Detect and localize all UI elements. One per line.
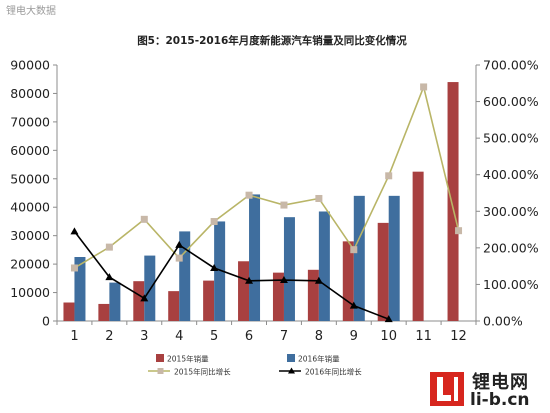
x-tick-label: 3	[140, 329, 148, 344]
point-2016-growth	[210, 263, 219, 271]
x-tick-label: 12	[450, 329, 467, 344]
bar-2016	[214, 221, 226, 321]
bar-2016	[109, 282, 121, 321]
brand-logo: 锂电网 li-b.cn	[430, 368, 548, 412]
legend-label: 2016年销量	[298, 354, 340, 364]
y-tick-label: 40000	[10, 200, 50, 215]
point-2015-growth	[140, 215, 148, 223]
bar-2015	[133, 281, 145, 321]
point-2015-growth	[455, 227, 463, 235]
bar-2016	[74, 257, 86, 321]
point-2016-growth	[384, 315, 393, 323]
legend-swatch	[156, 354, 164, 362]
point-2015-growth	[385, 172, 393, 180]
x-tick-label: 10	[380, 329, 397, 344]
point-2016-growth	[70, 227, 79, 235]
point-2015-growth	[315, 194, 323, 202]
point-2016-growth	[245, 276, 254, 284]
brand-logo-mark	[430, 372, 464, 406]
point-2015-growth	[175, 254, 183, 262]
series-line-2015-growth	[74, 84, 460, 269]
legend-swatch	[287, 354, 295, 362]
bar-2015	[272, 272, 284, 321]
legend-marker	[157, 368, 164, 374]
point-2015-growth	[210, 218, 218, 226]
bar-2015	[63, 302, 75, 321]
bar-2015	[412, 171, 424, 321]
point-2016-growth	[175, 240, 184, 248]
bar-2015	[203, 280, 215, 321]
y-tick-label: 70000	[10, 114, 50, 129]
point-2015-growth	[420, 83, 428, 91]
point-2015-growth	[105, 243, 113, 251]
x-tick-label: 5	[210, 329, 218, 344]
y-tick-label: 0	[42, 314, 50, 329]
bar-2015	[342, 241, 354, 321]
bar-2015	[168, 291, 180, 321]
x-tick-label: 7	[280, 329, 288, 344]
legend: 2015年销量 2016年销量 2015年同比增长 2016年同比增长	[148, 354, 362, 377]
series-line-2016-growth	[73, 230, 389, 320]
y-tick-label: 30000	[10, 228, 50, 243]
point-2015-growth	[350, 246, 358, 254]
bar-2015	[98, 303, 110, 321]
bar-2016	[144, 255, 156, 321]
legend-label: 2015年销量	[167, 354, 209, 364]
x-tick-label: 11	[415, 329, 432, 344]
point-2016-growth	[279, 276, 288, 284]
x-tick-label: 4	[175, 329, 183, 344]
bar-2015	[447, 82, 459, 321]
y2-tick-label: 300.00%	[483, 204, 539, 219]
y-tick-label: 90000	[10, 58, 50, 73]
point-2015-growth	[280, 201, 288, 209]
x-tick-label: 6	[245, 329, 253, 344]
x-tick-label: 1	[70, 329, 78, 344]
y-tick-label: 50000	[10, 171, 50, 186]
legend-label: 2016年同比增长	[305, 367, 362, 377]
point-2016-growth	[349, 301, 358, 309]
bar-2016	[353, 195, 365, 321]
brand-url: li-b.cn	[470, 390, 530, 410]
y2-tick-label: 200.00%	[483, 240, 539, 255]
y2-tick-label: 0.00%	[483, 314, 523, 329]
y2-tick-label: 500.00%	[483, 131, 539, 146]
bar-2016	[249, 194, 261, 321]
point-2015-growth	[245, 191, 253, 199]
chart-title: 图5：2015-2016年月度新能源汽车销量及同比变化情况	[137, 34, 407, 47]
bar-2015	[377, 222, 389, 321]
bar-2015	[238, 261, 250, 321]
brand-name: 锂电网	[472, 372, 529, 393]
point-2016-growth	[314, 276, 323, 284]
x-tick-label: 8	[315, 329, 323, 344]
y2-tick-label: 100.00%	[483, 277, 539, 292]
x-tick-label: 2	[105, 329, 113, 344]
point-2016-growth	[140, 294, 149, 302]
point-2015-growth	[70, 264, 78, 272]
legend-label: 2015年同比增长	[174, 367, 231, 377]
y2-tick-label: 600.00%	[483, 94, 539, 109]
bar-2016	[388, 195, 400, 321]
bar-2016	[179, 231, 191, 321]
point-2016-growth	[105, 273, 114, 281]
x-tick-label: 9	[350, 329, 358, 344]
y-tick-label: 20000	[10, 257, 50, 272]
y-tick-label: 80000	[10, 86, 50, 101]
bar-2016	[283, 217, 295, 321]
legend-marker	[288, 367, 295, 374]
plot-area: 0 10000 20000 30000 40000 50000 60000 70000 8000…	[10, 58, 539, 345]
y2-tick-label: 700.00%	[483, 58, 539, 73]
y-tick-label: 60000	[10, 143, 50, 158]
bar-2016	[318, 211, 330, 321]
y-tick-label: 10000	[10, 285, 50, 300]
bar-2015	[307, 269, 319, 321]
y2-tick-label: 400.00%	[483, 167, 539, 182]
watermark-text: 锂电大数据	[6, 6, 56, 17]
